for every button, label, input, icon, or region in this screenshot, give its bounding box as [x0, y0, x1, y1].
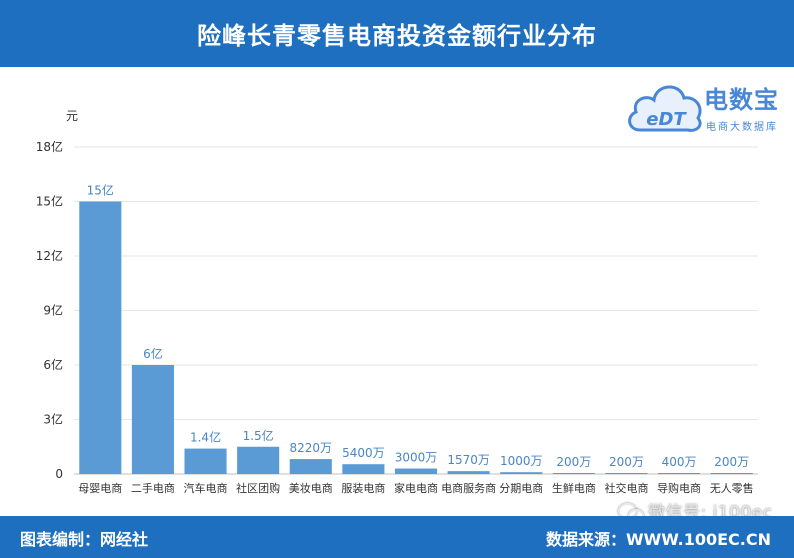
- x-axis-ticks: 母婴电商 二手电商 汽车电商 社区团购 美妆电商 服装电商 家电电商 电商服务商 分期电商 生鲜电…: [78, 481, 753, 495]
- x-tick-label: 社交电商: [604, 481, 648, 495]
- footer-credit: 图表编制：网经社: [20, 530, 149, 549]
- x-tick-label: 无人零售: [710, 481, 754, 495]
- bar-value-label: 200万: [609, 455, 644, 469]
- bar: [342, 464, 385, 474]
- x-tick-label: 汽车电商: [184, 481, 228, 495]
- logo-mark: eDT: [646, 109, 687, 130]
- bar-value-label: 3000万: [395, 451, 438, 465]
- bar-value-label: 8220万: [289, 441, 332, 455]
- y-tick-label: 0: [55, 467, 63, 481]
- value-labels: 15亿 6亿 1.4亿 1.5亿 8220万 5400万 3000万 1570万 1000万 20…: [87, 183, 749, 470]
- x-tick-label: 家电电商: [394, 481, 438, 495]
- bar: [394, 468, 438, 474]
- bar: [79, 201, 122, 474]
- bar: [500, 472, 543, 474]
- x-tick-label: 电商服务商: [441, 481, 496, 495]
- y-axis-unit-label: 元: [66, 109, 78, 123]
- bar: [289, 459, 332, 474]
- x-tick-label: 社区团购: [236, 481, 280, 495]
- y-tick-label: 18亿: [36, 139, 63, 154]
- x-tick-label: 生鲜电商: [552, 481, 596, 495]
- footer-bar: 图表编制：网经社 数据来源：WWW.100EC.CN: [0, 516, 794, 558]
- y-axis-ticks: 0 3亿 6亿 9亿 12亿 15亿 18亿: [36, 139, 63, 481]
- bar: [184, 448, 227, 474]
- bar: [131, 365, 174, 474]
- chart-title: 险峰长青零售电商投资金额行业分布: [197, 22, 597, 50]
- x-tick-label: 母婴电商: [78, 481, 122, 495]
- x-tick-label: 服装电商: [341, 481, 385, 495]
- bar-value-label: 200万: [714, 455, 749, 469]
- footer-source: 数据来源：WWW.100EC.CN: [546, 530, 772, 549]
- bar: [447, 471, 490, 474]
- edt-logo: eDT 电数宝 电商大数据库: [626, 72, 790, 142]
- x-tick-label: 分期电商: [499, 481, 543, 495]
- x-tick-label: 美妆电商: [289, 481, 333, 495]
- bar: [237, 446, 280, 474]
- bar: [658, 473, 701, 474]
- bars: [79, 201, 753, 474]
- bar-value-label: 1.4亿: [190, 430, 221, 445]
- cloud-logo-icon: eDT: [628, 85, 702, 132]
- y-tick-label: 9亿: [43, 303, 63, 318]
- bar-value-label: 1570万: [447, 453, 490, 467]
- y-tick-label: 15亿: [36, 194, 63, 209]
- x-tick-label: 二手电商: [131, 481, 175, 495]
- bar-value-label: 200万: [556, 455, 591, 469]
- chart-title-banner: 险峰长青零售电商投资金额行业分布: [0, 0, 794, 67]
- y-tick-label: 3亿: [43, 412, 63, 427]
- bar-value-label: 5400万: [342, 446, 385, 460]
- y-tick-label: 12亿: [36, 248, 63, 263]
- grid-lines: [74, 146, 758, 475]
- bar-value-label: 6亿: [143, 346, 163, 361]
- bar: [605, 473, 648, 474]
- bar-value-label: 1000万: [500, 454, 543, 468]
- y-tick-label: 6亿: [43, 357, 63, 372]
- bar-value-label: 400万: [662, 455, 697, 469]
- bar: [552, 473, 595, 474]
- logo-name: 电数宝: [704, 86, 779, 114]
- bar-value-label: 15亿: [87, 183, 114, 198]
- logo-tagline: 电商大数据库: [706, 122, 778, 133]
- bar-value-label: 1.5亿: [243, 428, 274, 443]
- bar: [710, 473, 753, 474]
- x-tick-label: 导购电商: [657, 481, 701, 495]
